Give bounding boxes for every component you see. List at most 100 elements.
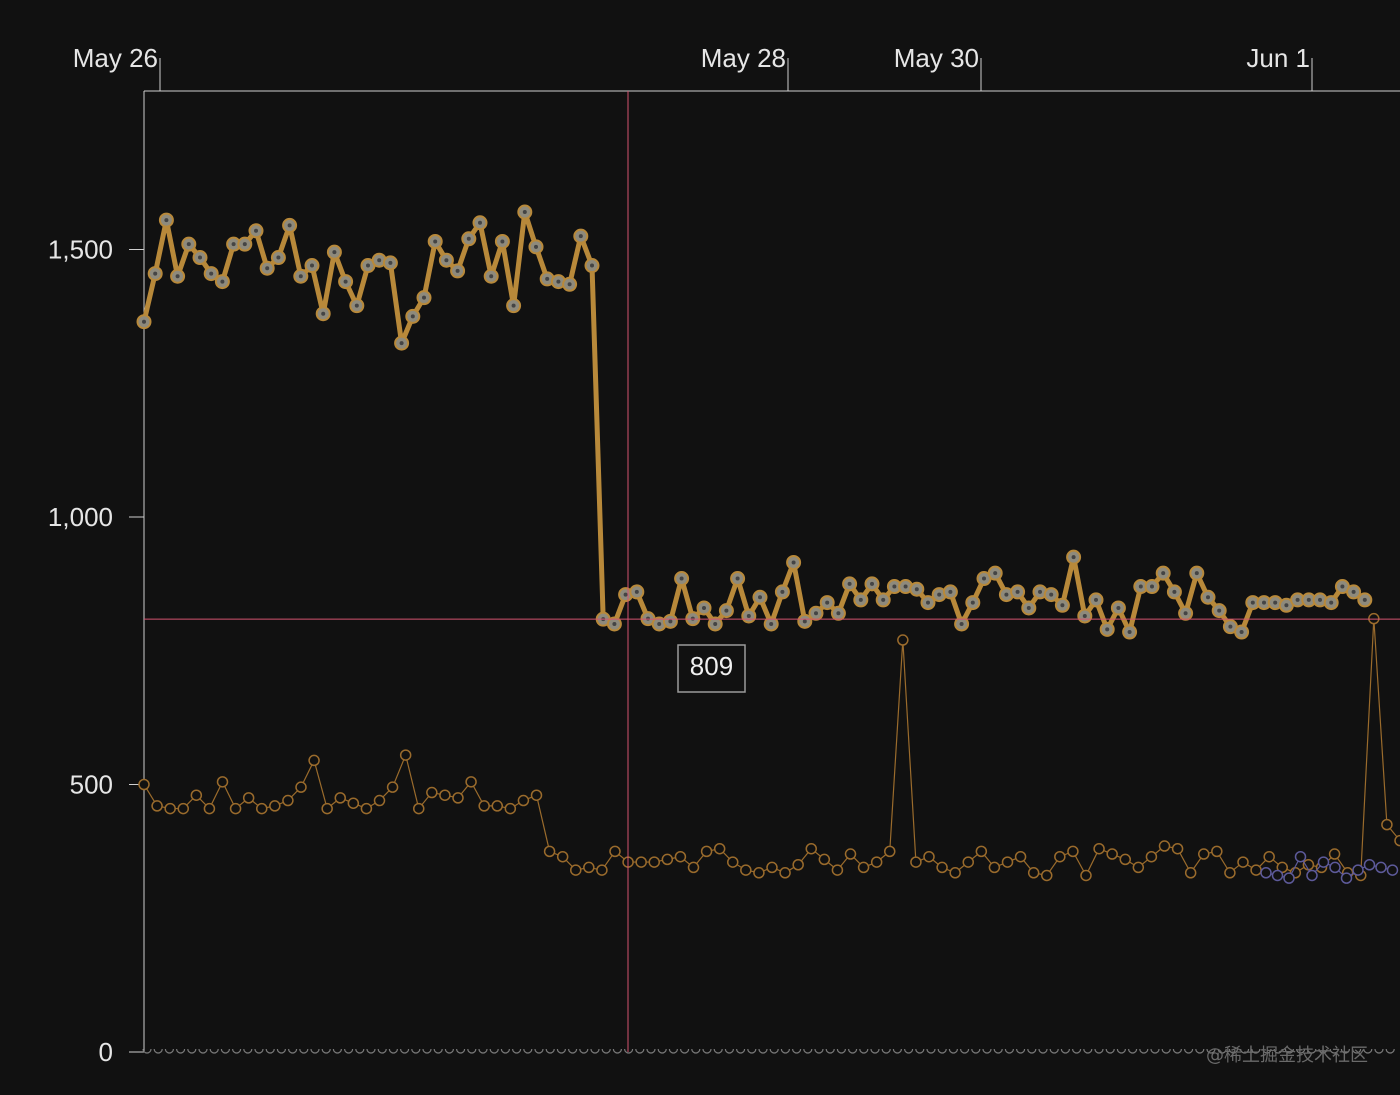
primary-series-point-center [1094, 597, 1098, 602]
baseline-marker [590, 1048, 600, 1054]
primary-series-point-center [444, 258, 449, 263]
primary-series-point-center [1239, 630, 1244, 635]
secondary-series-point [334, 792, 346, 804]
baseline-marker [1251, 1048, 1261, 1054]
primary-series-point-center [724, 608, 729, 613]
secondary-series-point [1237, 856, 1249, 868]
baseline-marker [993, 1048, 1003, 1054]
secondary-series-point [674, 850, 687, 863]
secondary-series-point [766, 861, 778, 874]
secondary-series-point [1394, 834, 1400, 847]
tertiary-series-point [1375, 861, 1387, 874]
baseline-marker [758, 1048, 768, 1054]
secondary-series-point [413, 802, 425, 815]
watermark: @稀土掘金技术社区 [1206, 1045, 1368, 1066]
primary-series-point-center [1082, 613, 1087, 618]
primary-series-point-center [937, 592, 942, 597]
baseline-marker [164, 1048, 174, 1054]
secondary-series-point [426, 786, 438, 799]
baseline-marker [366, 1048, 376, 1054]
baseline-marker [310, 1048, 320, 1054]
baseline-marker [769, 1048, 779, 1054]
primary-series-point-center [175, 274, 180, 279]
primary-series-point-center [567, 282, 572, 287]
tooltip-box [677, 644, 746, 693]
baseline-marker [1284, 1048, 1294, 1054]
secondary-series-point [1067, 845, 1079, 858]
baseline-marker [500, 1048, 510, 1054]
secondary-series-point [164, 802, 176, 815]
primary-series-point-center [220, 279, 225, 284]
secondary-series-point [177, 802, 189, 815]
primary-series-point-center [534, 244, 538, 249]
secondary-series-point [962, 856, 974, 868]
primary-series-point-center [1228, 624, 1233, 629]
secondary-series-point [700, 845, 713, 858]
secondary-series-point [478, 800, 490, 812]
secondary-series-point [504, 802, 517, 815]
baseline-marker [579, 1048, 589, 1054]
baseline-marker [601, 1048, 611, 1054]
secondary-series-point [923, 850, 935, 863]
secondary-series-point [347, 797, 360, 809]
primary-series-point-center [466, 236, 471, 241]
tertiary-series-point [1317, 856, 1330, 868]
secondary-series-point [1184, 867, 1197, 879]
baseline-marker [926, 1048, 936, 1054]
primary-series-point-center [1172, 589, 1177, 594]
baseline-marker [668, 1048, 678, 1054]
secondary-series-point [138, 778, 150, 791]
tertiary-series-point [1340, 872, 1353, 884]
baseline-marker [512, 1048, 522, 1054]
baseline-marker [444, 1048, 454, 1054]
baseline-marker [1262, 1048, 1272, 1054]
primary-series-point-center [1206, 595, 1210, 600]
baseline-marker [1094, 1048, 1104, 1054]
baseline-marker [1217, 1048, 1227, 1054]
primary-series-point-center [858, 597, 863, 602]
primary-series-point-center [836, 611, 841, 616]
secondary-series-point [386, 781, 399, 793]
secondary-series-point [792, 859, 804, 871]
primary-series-point-center [522, 210, 527, 215]
baseline-marker [1150, 1048, 1160, 1054]
baseline-marker [1027, 1048, 1037, 1054]
axes: May 26 May 28 May 30 Jun 1 0 500 1,000 1,500 [48, 43, 1400, 1067]
baseline-marker [534, 1048, 544, 1054]
secondary-series-point [373, 794, 386, 807]
secondary-series-point [1132, 861, 1145, 874]
baseline-marker [657, 1048, 667, 1054]
primary-series-point-center [332, 250, 337, 255]
baseline-marker [948, 1048, 958, 1054]
secondary-series-point [1224, 867, 1236, 879]
primary-series-point-center [298, 274, 303, 279]
primary-series-point-center [276, 255, 281, 260]
baseline-marker [153, 1048, 163, 1054]
baseline-marker [422, 1048, 432, 1054]
baseline-marker [276, 1048, 286, 1054]
secondary-series-point [1198, 848, 1210, 860]
secondary-series-point [1054, 850, 1066, 863]
secondary-series-point [818, 853, 831, 866]
primary-series-point-center [646, 616, 650, 621]
tertiary-series-point [1260, 867, 1272, 879]
baseline-marker [355, 1048, 365, 1054]
secondary-series-point [1211, 845, 1223, 858]
primary-series-point-center [1026, 605, 1031, 610]
secondary-series-point [530, 789, 543, 801]
secondary-series-point [713, 842, 726, 855]
baseline-marker [187, 1048, 197, 1054]
baseline-marker [1363, 1048, 1373, 1054]
baseline-marker [747, 1048, 757, 1054]
secondary-series-point [1328, 848, 1341, 860]
baseline-marker [680, 1048, 690, 1054]
secondary-series-point [753, 867, 765, 879]
tertiary-series-point [1329, 861, 1341, 874]
primary-series-point-center [1105, 627, 1110, 632]
secondary-series-point [1041, 869, 1053, 882]
y-tick-label: 0 [99, 1037, 113, 1067]
primary-series-point-center [634, 589, 639, 594]
baseline-marker [915, 1048, 925, 1054]
primary-series-point-center [478, 220, 482, 225]
baseline-marker [545, 1048, 555, 1054]
